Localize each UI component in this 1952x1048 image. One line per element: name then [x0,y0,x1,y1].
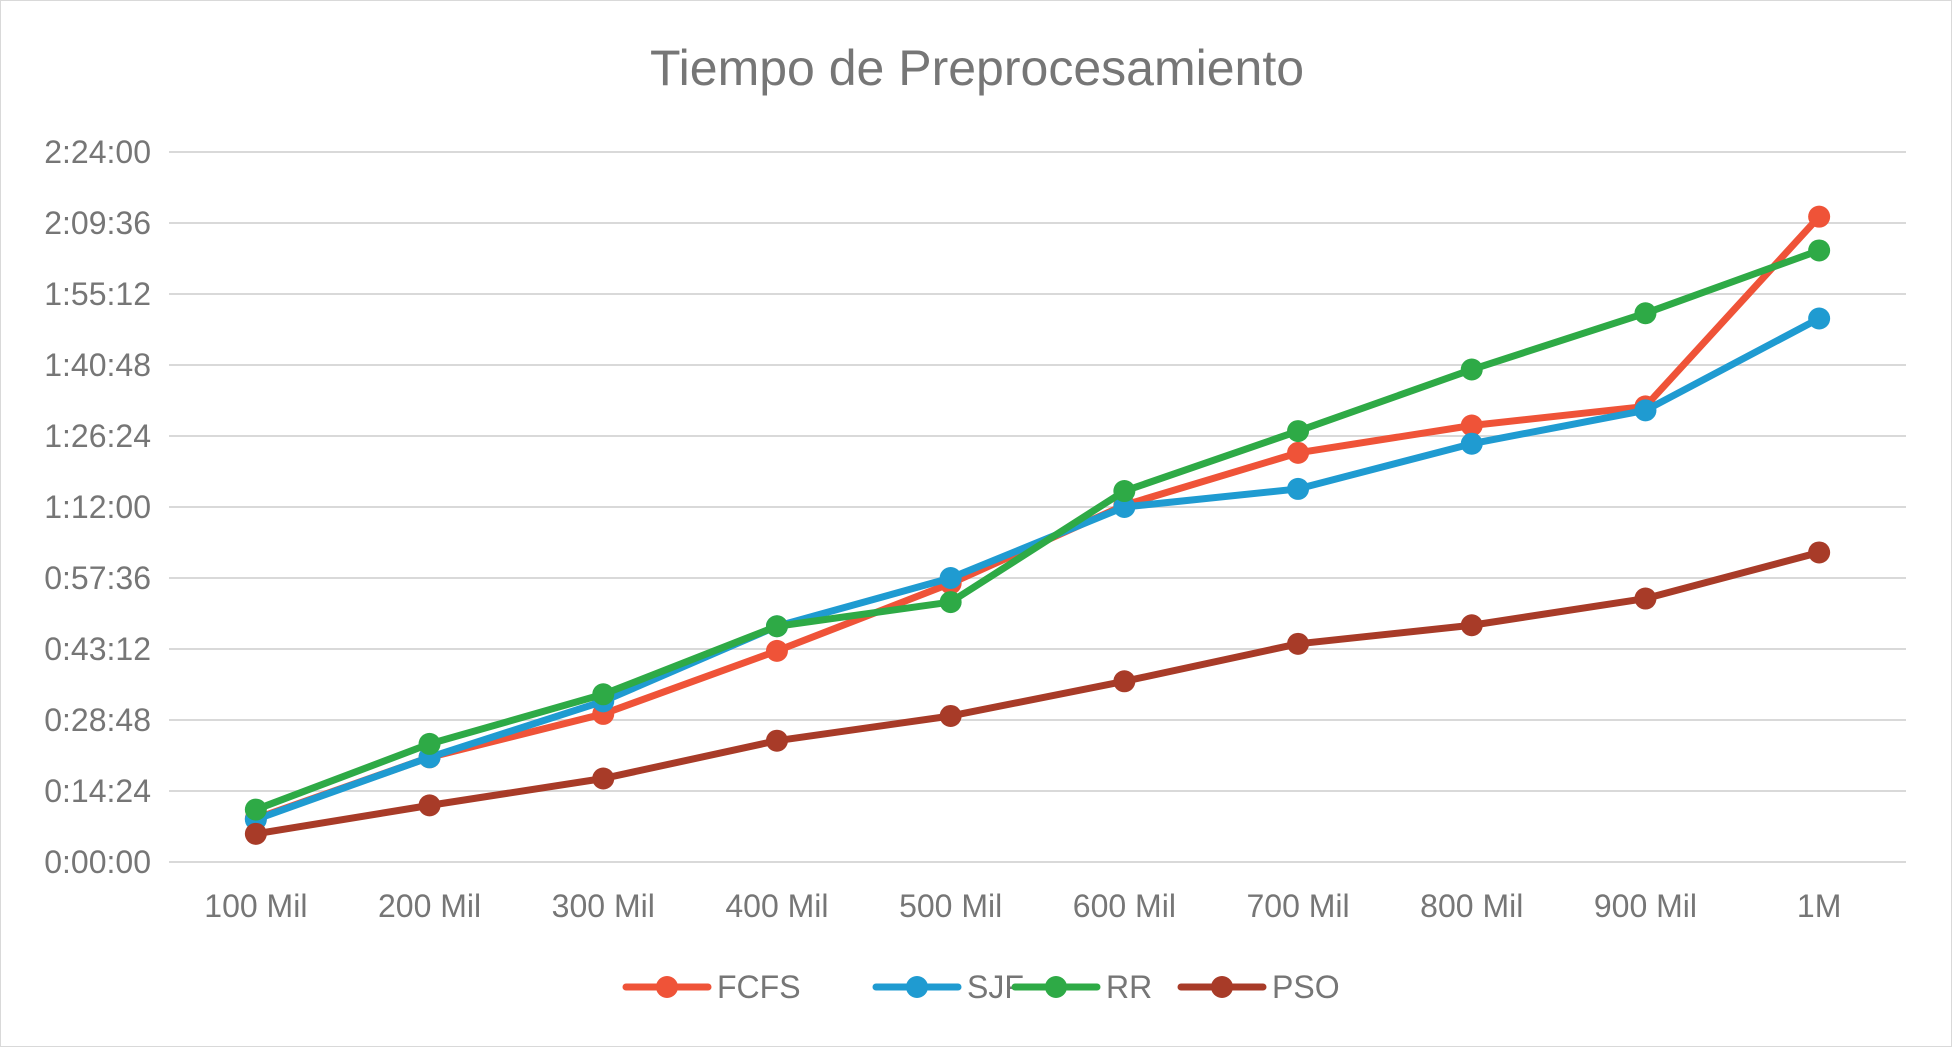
legend-label: RR [1106,969,1152,1005]
y-tick-label: 1:12:00 [44,489,151,525]
y-tick-label: 2:24:00 [44,134,151,170]
data-point [1287,477,1310,500]
y-tick-label: 0:43:12 [44,631,151,667]
y-tick-label: 0:57:36 [44,560,151,596]
data-point [765,729,788,752]
series-fcfs [244,205,1831,830]
legend-label: PSO [1272,969,1340,1005]
chart-title: Tiempo de Preprocesamiento [650,40,1304,96]
data-point [1634,587,1657,610]
x-tick-label: 400 Mil [725,888,828,924]
data-point [418,732,441,755]
x-tick-label: 500 Mil [899,888,1002,924]
data-point [418,794,441,817]
x-tick-label: 200 Mil [378,888,481,924]
data-point [1808,307,1831,330]
data-point [592,767,615,790]
data-point [939,567,962,589]
data-point [1808,205,1831,228]
y-tick-label: 0:14:24 [44,773,151,809]
series-lines [244,205,1831,845]
y-tick-label: 1:26:24 [44,418,151,454]
legend-swatch-marker [656,976,678,998]
series-sjf [244,307,1831,831]
y-tick-label: 0:28:48 [44,702,151,738]
legend-swatch-marker [906,976,928,998]
x-tick-label: 900 Mil [1594,888,1697,924]
legend-item-sjf: SJF [872,969,1024,1005]
data-point [1287,420,1310,443]
data-point [1113,480,1136,503]
x-axis-ticks: 100 Mil 200 Mil 300 Mil 400 Mil 500 Mil 600 M… [204,888,1841,924]
data-point [1460,432,1483,455]
data-point [1287,441,1310,464]
data-point [765,615,788,638]
data-point [1634,399,1657,422]
data-point [1113,670,1136,693]
legend-swatch-marker [1045,976,1067,998]
data-point [1634,302,1657,325]
series-rr [244,239,1831,821]
legend-item-pso: PSO [1177,969,1340,1005]
y-tick-label: 1:40:48 [44,347,151,383]
x-tick-label: 1M [1797,888,1841,924]
data-point [939,704,962,727]
x-tick-label: 800 Mil [1420,888,1523,924]
x-tick-label: 700 Mil [1246,888,1349,924]
legend-label: FCFS [717,969,801,1005]
data-point [1287,632,1310,655]
data-point [244,798,267,821]
data-point [1460,614,1483,637]
data-point [1460,414,1483,437]
data-point [765,639,788,662]
legend-item-fcfs: FCFS [622,969,801,1005]
x-tick-label: 600 Mil [1073,888,1176,924]
x-tick-label: 300 Mil [552,888,655,924]
data-point [1808,239,1831,262]
legend: FCFS SJF RR PSO [622,969,1340,1005]
y-tick-label: 0:00:00 [44,844,151,880]
series-line [252,246,1823,814]
data-point [939,591,962,614]
data-point [1460,358,1483,381]
y-axis-ticks: 0:00:00 0:14:24 0:28:48 0:43:12 0:57:36 1:12:… [44,134,151,880]
series-pso [244,541,1831,845]
legend-swatch-marker [1211,976,1233,998]
data-point [1113,496,1136,518]
gridlines [169,151,1906,863]
data-point [244,822,267,845]
y-tick-label: 1:55:12 [44,276,151,312]
y-tick-label: 2:09:36 [44,205,151,241]
data-point [1808,541,1831,564]
series-line [252,548,1823,838]
x-tick-label: 100 Mil [204,888,307,924]
data-point [592,683,615,706]
legend-item-rr: RR [1011,969,1152,1005]
